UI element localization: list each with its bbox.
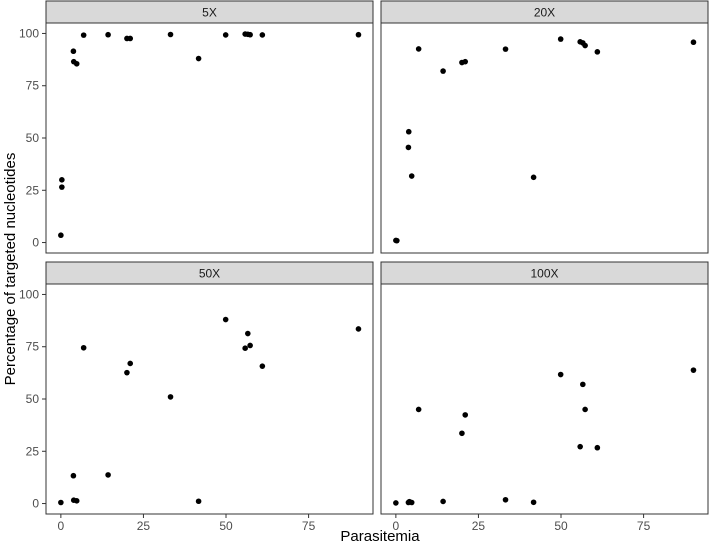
data-point xyxy=(70,472,77,479)
facet-strip-label: 50X xyxy=(199,267,220,281)
y-tick-label: 100 xyxy=(19,26,39,40)
data-point xyxy=(259,32,266,38)
data-point xyxy=(73,498,80,504)
data-point xyxy=(127,360,134,367)
x-tick-label: 50 xyxy=(554,519,568,533)
data-point xyxy=(59,184,65,190)
y-tick-label: 100 xyxy=(19,287,39,301)
panel-frame xyxy=(45,22,374,254)
data-point xyxy=(73,60,80,67)
data-point xyxy=(245,330,251,337)
panels-group: 5X 0 25 50 75 100 20X 50X 0 25 50 75 0 25 50 75 100 100X 0… xyxy=(19,0,709,533)
data-point xyxy=(222,32,229,38)
panel-100x: 100X 0 25 50 75 xyxy=(380,261,709,533)
panel-frame xyxy=(380,283,709,515)
y-tick-label: 0 xyxy=(32,497,39,511)
x-tick-label: 50 xyxy=(219,519,233,533)
y-tick-label: 25 xyxy=(26,444,40,458)
data-point xyxy=(690,367,697,373)
data-point xyxy=(577,443,583,450)
data-point xyxy=(195,498,202,505)
data-point xyxy=(405,128,412,135)
facet-strip-label: 20X xyxy=(534,6,555,20)
y-tick-label: 75 xyxy=(26,340,40,354)
facet-strip-label: 5X xyxy=(202,6,217,20)
data-point xyxy=(440,68,446,74)
data-point xyxy=(80,344,87,351)
data-point xyxy=(408,173,415,179)
data-point xyxy=(405,144,412,151)
panel-20x: 20X xyxy=(380,0,709,254)
data-point xyxy=(462,412,469,418)
data-point xyxy=(222,316,229,323)
x-tick-label: 75 xyxy=(302,519,316,533)
data-point xyxy=(580,381,586,388)
data-point xyxy=(408,499,415,506)
y-tick-label: 0 xyxy=(32,236,39,250)
y-tick-label: 75 xyxy=(26,79,40,93)
data-point xyxy=(462,58,469,65)
data-point xyxy=(127,35,134,42)
data-point xyxy=(557,371,564,378)
data-point xyxy=(124,369,130,376)
y-tick-label: 50 xyxy=(26,131,40,145)
y-tick-label: 25 xyxy=(26,183,40,197)
data-point xyxy=(355,31,362,38)
panel-5x: 5X 0 25 50 75 100 xyxy=(19,0,374,254)
data-point xyxy=(58,232,64,239)
data-point xyxy=(167,31,174,38)
data-point xyxy=(247,342,253,349)
facet-strip-label: 100X xyxy=(530,267,558,281)
data-point xyxy=(195,55,202,62)
data-point xyxy=(247,31,253,38)
panel-50x: 50X 0 25 50 75 0 25 50 75 100 xyxy=(19,261,374,533)
data-point xyxy=(167,394,174,400)
data-point xyxy=(690,39,697,46)
x-tick-label: 0 xyxy=(393,519,400,533)
data-point xyxy=(459,430,465,437)
data-point xyxy=(415,406,422,413)
y-axis-title: Percentage of targeted nucleotides xyxy=(2,153,19,386)
panel-frame xyxy=(380,22,709,254)
y-tick-label: 50 xyxy=(26,392,40,406)
data-point xyxy=(557,36,564,42)
data-point xyxy=(105,31,111,38)
data-point xyxy=(594,444,601,451)
data-point xyxy=(502,496,509,503)
data-point xyxy=(70,48,77,55)
data-point xyxy=(394,237,400,244)
data-point xyxy=(105,472,111,478)
x-tick-label: 25 xyxy=(472,519,486,533)
x-axis-title: Parasitemia xyxy=(340,528,420,545)
data-point xyxy=(59,177,65,183)
x-tick-label: 0 xyxy=(58,519,65,533)
x-tick-label: 75 xyxy=(637,519,651,533)
data-point xyxy=(502,46,509,52)
x-tick-label: 25 xyxy=(137,519,151,533)
data-point xyxy=(530,174,537,181)
data-point xyxy=(415,46,422,52)
data-point xyxy=(594,49,601,55)
data-point xyxy=(582,406,588,413)
data-point xyxy=(393,500,399,506)
data-point xyxy=(80,32,87,38)
data-point xyxy=(242,345,248,351)
data-point xyxy=(259,363,266,369)
panel-frame xyxy=(45,283,374,515)
data-point xyxy=(440,498,446,505)
data-point xyxy=(58,499,64,506)
data-point xyxy=(530,499,537,506)
data-point xyxy=(355,326,362,332)
data-point xyxy=(582,42,588,49)
